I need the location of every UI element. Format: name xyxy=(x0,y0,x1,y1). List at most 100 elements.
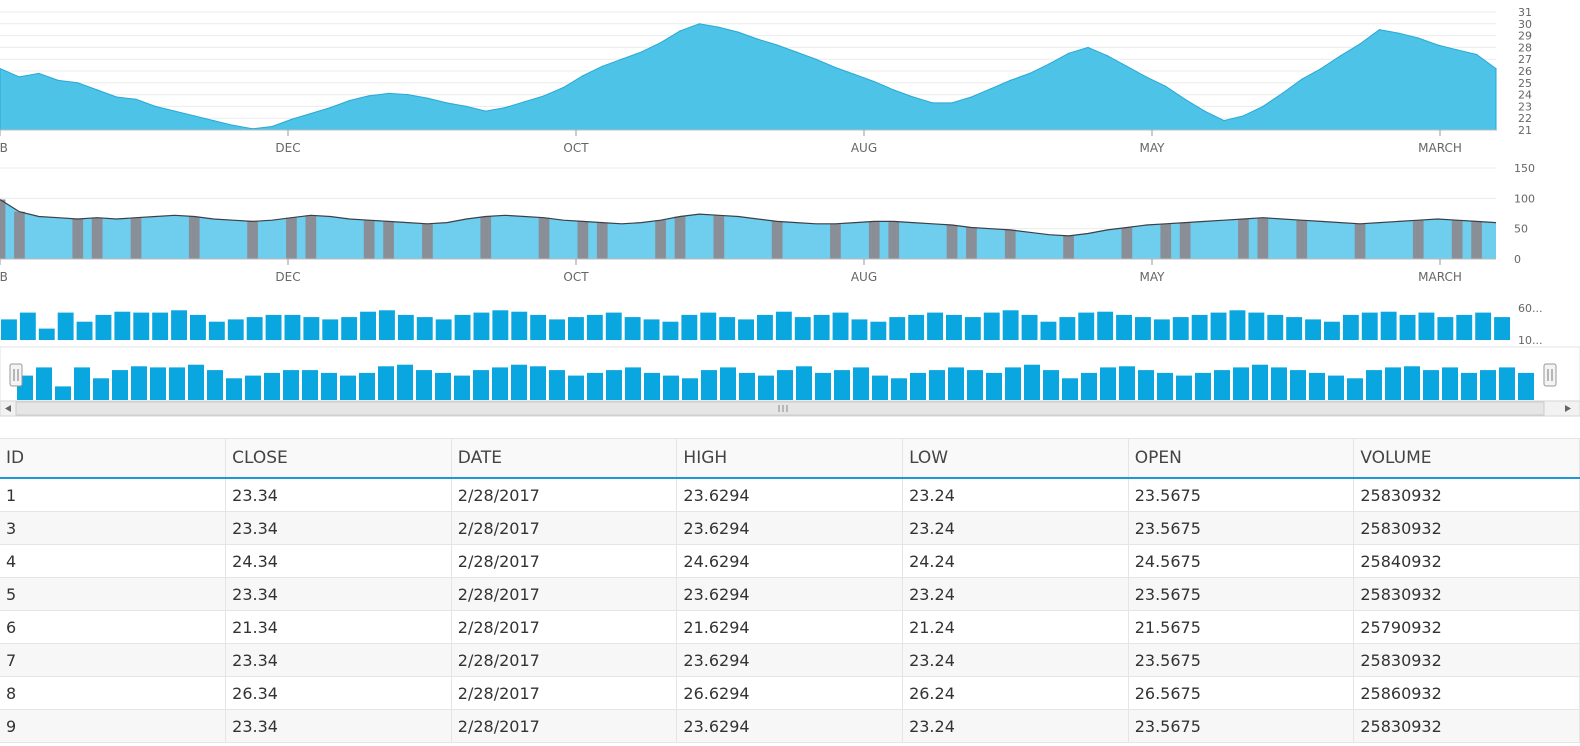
table-row[interactable]: 4 24.34 2/28/2017 24.6294 24.24 24.5675 258409… xyxy=(0,544,1580,578)
volume-bar[interactable] xyxy=(1021,314,1038,340)
volume-bar[interactable] xyxy=(322,319,339,340)
volume-bar[interactable] xyxy=(738,319,754,340)
volume-bar[interactable] xyxy=(813,314,830,340)
volume-bar[interactable] xyxy=(341,317,358,340)
volume-bar[interactable] xyxy=(662,321,679,340)
volume-bar[interactable] xyxy=(1342,314,1359,340)
volume-bar[interactable] xyxy=(1153,319,1170,340)
volume-bar[interactable] xyxy=(284,314,301,340)
navigator-right-handle[interactable] xyxy=(1543,363,1557,387)
volume-bar[interactable] xyxy=(775,311,792,340)
column-header-date[interactable]: DATE xyxy=(451,439,678,479)
volume-bar[interactable] xyxy=(1286,317,1303,340)
volume-bar[interactable] xyxy=(681,314,698,340)
volume-bar[interactable] xyxy=(416,317,433,340)
volume-bar[interactable] xyxy=(1002,310,1019,340)
volume-bar[interactable] xyxy=(1097,311,1114,340)
column-header-high[interactable]: HIGH xyxy=(676,439,904,479)
volume-bar[interactable] xyxy=(1437,317,1454,340)
volume-bar[interactable] xyxy=(114,311,131,340)
volume-bar[interactable] xyxy=(870,321,887,340)
volume-bar[interactable] xyxy=(19,312,36,340)
volume-bar[interactable] xyxy=(1210,312,1227,340)
navigator-scrollbar-thumb[interactable] xyxy=(15,401,1545,416)
column-header-id[interactable]: ID xyxy=(0,439,227,479)
table-row[interactable]: 5 23.34 2/28/2017 23.6294 23.24 23.5675 258309… xyxy=(0,577,1580,611)
volume-bar[interactable] xyxy=(1191,314,1208,340)
volume-bar[interactable] xyxy=(1059,317,1076,340)
volume-bar[interactable] xyxy=(757,314,773,340)
table-row[interactable]: 9 23.34 2/28/2017 23.6294 23.24 23.5675 258309… xyxy=(0,709,1580,743)
column-header-low[interactable]: LOW xyxy=(902,439,1129,479)
volume-bar[interactable] xyxy=(1418,312,1435,340)
volume-bar[interactable] xyxy=(1475,312,1492,340)
volume-bar[interactable] xyxy=(1116,314,1132,340)
table-row[interactable]: 3 23.34 2/28/2017 23.6294 23.24 23.5675 258309… xyxy=(0,511,1580,545)
volume-bar[interactable] xyxy=(1267,314,1284,340)
volume-bar[interactable] xyxy=(76,321,93,340)
volume-bar[interactable] xyxy=(1229,310,1246,340)
navigator-left-handle[interactable] xyxy=(9,363,23,387)
volume-bar[interactable] xyxy=(303,317,320,340)
volume-bar[interactable] xyxy=(549,319,565,340)
volume-bar[interactable] xyxy=(1135,317,1151,340)
scroll-right-arrow-icon[interactable] xyxy=(1565,405,1571,412)
volume-bar[interactable] xyxy=(927,312,943,340)
volume-bar[interactable] xyxy=(1078,312,1095,340)
volume-bar[interactable] xyxy=(1040,321,1057,340)
volume-bar[interactable] xyxy=(624,317,641,340)
volume-bar[interactable] xyxy=(700,312,717,340)
table-row[interactable]: 7 23.34 2/28/2017 23.6294 23.24 23.5675 258309… xyxy=(0,643,1580,677)
table-row[interactable]: 1 23.34 2/28/2017 23.6294 23.24 23.5675 258309… xyxy=(0,478,1580,512)
volume-bar[interactable] xyxy=(265,314,282,340)
column-header-open[interactable]: OPEN xyxy=(1128,439,1355,479)
indicator-area-series[interactable] xyxy=(0,199,1496,260)
volume-bar[interactable] xyxy=(1380,311,1397,340)
column-header-volume[interactable]: VOLUME xyxy=(1353,439,1580,479)
volume-bar[interactable] xyxy=(360,311,376,340)
volume-bar[interactable] xyxy=(1248,312,1265,340)
volume-bar[interactable] xyxy=(38,328,55,340)
volume-bar[interactable] xyxy=(1,319,17,340)
volume-bar[interactable] xyxy=(908,314,925,340)
volume-bar[interactable] xyxy=(511,311,528,340)
table-row[interactable]: 6 21.34 2/28/2017 21.6294 21.24 21.5675 257909… xyxy=(0,610,1580,644)
volume-bar[interactable] xyxy=(605,312,622,340)
volume-bar[interactable] xyxy=(190,314,206,340)
volume-bar[interactable] xyxy=(1324,321,1340,340)
volume-bar[interactable] xyxy=(794,317,811,340)
volume-bar[interactable] xyxy=(152,312,169,340)
volume-bar[interactable] xyxy=(208,321,225,340)
volume-bar[interactable] xyxy=(397,314,414,340)
volume-bar[interactable] xyxy=(1456,314,1473,340)
volume-bar[interactable] xyxy=(492,310,509,340)
volume-bar[interactable] xyxy=(227,319,244,340)
volume-bar[interactable] xyxy=(1305,319,1321,340)
volume-bar[interactable] xyxy=(568,317,584,340)
volume-bar[interactable] xyxy=(832,312,849,340)
volume-bar[interactable] xyxy=(1172,317,1189,340)
volume-bar[interactable] xyxy=(530,314,547,340)
volume-bar[interactable] xyxy=(1399,314,1416,340)
volume-bar[interactable] xyxy=(586,314,603,340)
volume-bar[interactable] xyxy=(1361,312,1378,340)
volume-bar[interactable] xyxy=(1494,317,1510,340)
volume-bar[interactable] xyxy=(57,312,74,340)
volume-bar[interactable] xyxy=(983,312,1000,340)
volume-bar[interactable] xyxy=(171,310,187,340)
volume-bar[interactable] xyxy=(454,314,471,340)
volume-bar[interactable] xyxy=(889,317,906,340)
volume-bar[interactable] xyxy=(133,312,150,340)
volume-bar[interactable] xyxy=(946,314,962,340)
volume-bar[interactable] xyxy=(964,317,981,340)
volume-bar[interactable] xyxy=(719,317,736,340)
table-row[interactable]: 8 26.34 2/28/2017 26.6294 26.24 26.5675 258609… xyxy=(0,676,1580,710)
volume-bar[interactable] xyxy=(379,310,395,340)
volume-bar[interactable] xyxy=(435,319,452,340)
volume-bar[interactable] xyxy=(246,317,263,340)
volume-bar[interactable] xyxy=(473,312,490,340)
column-header-close[interactable]: CLOSE xyxy=(225,439,452,479)
scroll-left-arrow-icon[interactable] xyxy=(5,405,11,412)
